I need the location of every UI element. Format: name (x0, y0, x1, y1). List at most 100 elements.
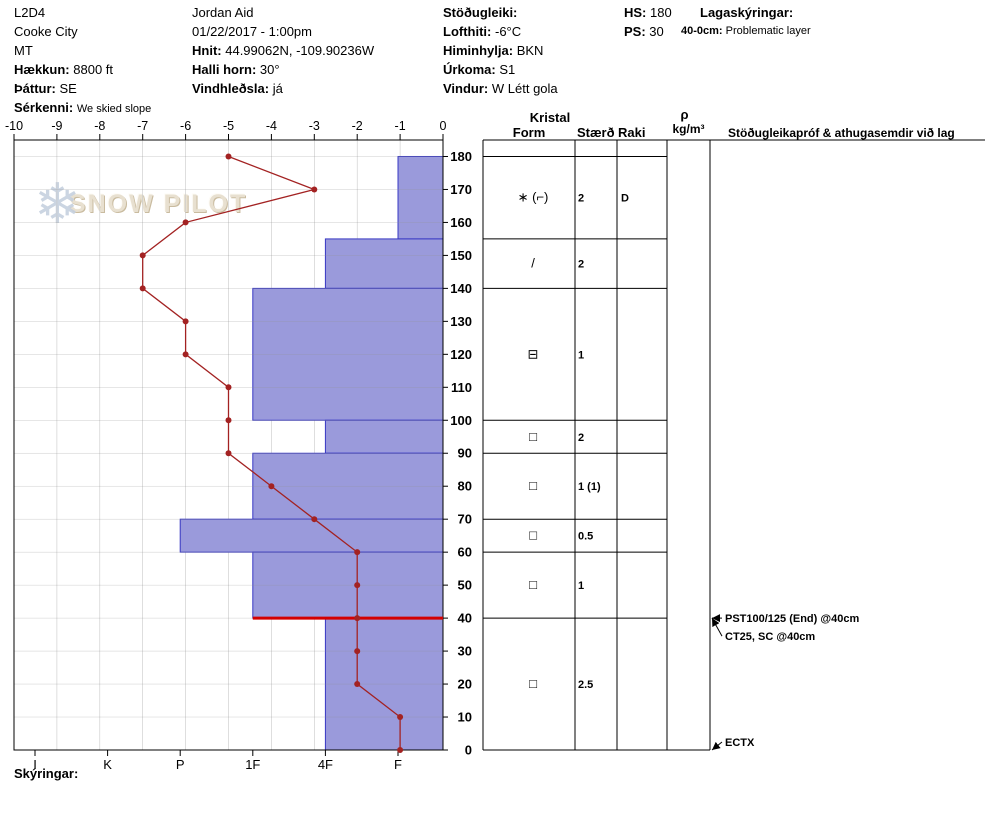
depth-axis-label: 180 (450, 149, 472, 164)
temp-axis-label: -9 (51, 119, 62, 133)
layer-note-text: Problematic layer (725, 25, 811, 37)
grain-size-value: 0.5 (578, 531, 593, 543)
depth-axis-label: 110 (451, 380, 472, 395)
precip-row: Úrkoma: S1 (443, 60, 558, 79)
temperature-point (311, 186, 318, 193)
temperature-point (182, 318, 189, 325)
depth-axis-label: 80 (458, 479, 472, 494)
depth-axis-label: 90 (458, 446, 472, 461)
temperature-point (354, 549, 361, 556)
layer-bar-180-155cm (397, 155, 444, 240)
temperature-point (139, 252, 146, 259)
slope-label: Halli horn: (192, 62, 257, 77)
elevation-value: 8800 ft (73, 62, 114, 77)
layer-bar-155-140cm (324, 238, 444, 289)
layer-bar-100-90cm (324, 419, 444, 454)
depth-axis-label: 170 (450, 182, 472, 197)
temperature-point (225, 384, 232, 391)
layer-notes-title: Lagaskýringar: (700, 5, 794, 20)
tests-column-header: Stöðugleikapróf & athugasemdir við lag (728, 126, 955, 140)
snowpilot-watermark: ❄SNOW PILOT (34, 172, 247, 237)
depth-axis-label: 30 (458, 644, 472, 659)
hardness-axis-label: 1F (245, 757, 260, 772)
sky-row: Himinhylja: BKN (443, 41, 558, 60)
header-layer-notes-block: Lagaskýringar: 40-0cm: Problematic layer (681, 3, 811, 41)
depth-axis-label: 40 (458, 611, 472, 626)
special-row: Sérkenni: We skied slope (14, 98, 151, 119)
grain-size-value: 2 (578, 432, 584, 444)
temperature-point (139, 285, 146, 292)
elevation-label: Hækkun: (14, 62, 70, 77)
header-hs-ps-block: HS: 180 PS: 30 (624, 3, 672, 41)
location-name: Cooke City (14, 24, 78, 39)
test-arrow (711, 617, 723, 637)
temperature-point (268, 483, 275, 490)
grain-size-value: 1 (578, 580, 584, 592)
stability-test-label: CT25, SC @40cm (725, 631, 815, 643)
layer-bar-70-60cm (179, 518, 444, 553)
layer-bar-90-70cm (252, 452, 444, 520)
wetness-value: D (621, 193, 629, 205)
depth-axis-label: 100 (450, 413, 472, 428)
slope-value: 30° (259, 62, 280, 77)
windload-row: Vindhleðsla: já (192, 79, 374, 98)
grain-size-value: 1 (1) (578, 481, 601, 493)
temperature-point (354, 615, 361, 622)
hs-row: HS: 180 (624, 3, 672, 22)
layer-note-range: 40-0cm: (681, 25, 723, 37)
depth-axis-label: 10 (458, 710, 472, 725)
depth-axis-label: 140 (450, 281, 472, 296)
temperature-point (354, 648, 361, 655)
temp-axis-label: -10 (5, 119, 23, 133)
grain-size-value: 2 (578, 259, 584, 271)
coords-label: Hnit: (192, 43, 222, 58)
temperature-point (225, 450, 232, 457)
layer-bar-140-100cm (252, 287, 444, 421)
ps-value: 30 (649, 24, 664, 39)
depth-axis-label: 70 (458, 512, 472, 527)
elevation-row: Hækkun: 8800 ft (14, 60, 151, 79)
airtemp-row: Lofthiti: -6°C (443, 22, 558, 41)
form-column-header: Form (513, 125, 546, 140)
depth-axis-label: 0 (465, 743, 472, 758)
temperature-point (354, 681, 361, 688)
grain-size-value: 1 (578, 349, 584, 361)
footer-notes-label: Skýringar: (14, 766, 79, 781)
header-observer-block: Jordan Aid 01/22/2017 - 1:00pm Hnit: 44.… (192, 3, 374, 98)
depth-axis-label: 20 (458, 677, 472, 692)
footer-notes-row: Skýringar: (14, 766, 78, 781)
grain-form-value: □ (529, 577, 537, 592)
hardness-axis-label: K (103, 757, 112, 772)
temperature-point (225, 417, 232, 424)
grain-form-value: □ (529, 429, 537, 444)
temp-axis-label: -8 (94, 119, 105, 133)
grain-size-value: 2 (578, 193, 584, 205)
temp-axis-label: -6 (180, 119, 191, 133)
wetness-column-header: Raki (618, 125, 645, 140)
grain-form-value: ⊟ (528, 346, 539, 361)
coords-row: Hnit: 44.99062N, -109.90236W (192, 41, 374, 60)
temp-axis-label: -1 (395, 119, 406, 133)
density-unit-header: kg/m³ (672, 122, 704, 136)
watermark-text: SNOW PILOT (68, 190, 248, 218)
temperature-point (182, 219, 189, 226)
hs-value: 180 (650, 5, 672, 20)
temp-axis-label: -4 (266, 119, 277, 133)
depth-axis-label: 50 (458, 578, 472, 593)
precip-label: Úrkoma: (443, 62, 496, 77)
depth-axis-label: 60 (458, 545, 472, 560)
pit-id: L2D4 (14, 5, 46, 20)
kristal-header: Kristal (530, 110, 570, 125)
stability-test-label: PST100/125 (End) @40cm (725, 613, 859, 625)
observation-datetime: 01/22/2017 - 1:00pm (192, 24, 312, 39)
state-name: MT (14, 43, 33, 58)
grain-form-value: □ (529, 528, 537, 543)
hardness-axis-label: F (394, 757, 402, 772)
temp-axis-label: 0 (440, 119, 447, 133)
temperature-point (397, 714, 404, 721)
grain-size-value: 2.5 (578, 679, 593, 691)
aspect-label: Þáttur: (14, 81, 56, 96)
coords-value: 44.99062N, -109.90236W (225, 43, 375, 58)
hardness-axis-label: P (176, 757, 185, 772)
observer-name: Jordan Aid (192, 5, 254, 20)
